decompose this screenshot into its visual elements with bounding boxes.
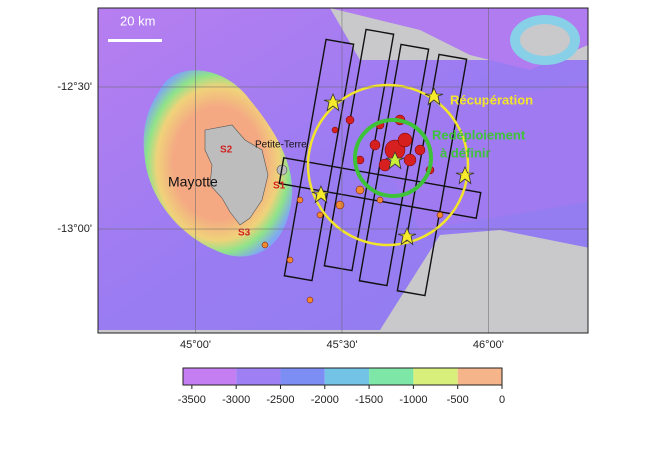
lat-tick-label: -13°00' xyxy=(57,223,92,235)
lat-tick-label: -12°30' xyxy=(57,81,92,93)
island-label: Petite-Terre xyxy=(255,140,307,151)
scale-bar-label: 20 km xyxy=(120,13,155,28)
site-label: S2 xyxy=(220,145,233,156)
lon-tick-label: 45°00' xyxy=(180,339,211,351)
earthquakes xyxy=(331,114,435,175)
map-area: 20 km Mayotte Petite-Terre S1 S2 S3 Récu… xyxy=(98,8,588,333)
redeploy-label: Redéploiement xyxy=(432,127,526,142)
graticule xyxy=(98,8,588,333)
colorbar-tick-label: -1000 xyxy=(399,394,427,406)
lon-tick-label: 45°30' xyxy=(326,339,357,351)
colorbar-segment xyxy=(324,368,370,385)
recovery-label: Récupération xyxy=(450,92,533,107)
colorbar-tick-label: -500 xyxy=(447,394,469,406)
colorbar-tick-label: -1500 xyxy=(355,394,383,406)
bank-top xyxy=(520,24,570,56)
colorbar-tick-label: -2500 xyxy=(266,394,294,406)
colorbar-segment xyxy=(369,368,414,385)
colorbar-tick-label: 0 xyxy=(499,394,505,406)
recovery-circle xyxy=(306,83,470,247)
stations xyxy=(311,86,475,246)
colorbar-tick-label: -3500 xyxy=(178,394,206,406)
site-label: S1 xyxy=(273,181,286,192)
earthquakes-older xyxy=(261,185,444,304)
map-frame xyxy=(97,7,589,334)
colorbar-segment xyxy=(413,368,458,385)
colorbar-tick-label: -2000 xyxy=(311,394,339,406)
colorbar-frame xyxy=(182,367,503,386)
scale-bar xyxy=(108,39,162,42)
colorbar-tick-label: -3000 xyxy=(222,394,250,406)
colorbar-segment xyxy=(236,368,281,385)
redeploy-circle xyxy=(353,118,433,198)
colorbar-segment xyxy=(183,368,237,385)
redeploy-label: à définir xyxy=(440,145,491,160)
island-label: Mayotte xyxy=(168,174,218,190)
mayotte-island xyxy=(204,124,269,226)
colorbar-segment xyxy=(457,368,502,385)
lon-tick-label: 46°00' xyxy=(473,339,504,351)
site-label: S3 xyxy=(238,228,251,239)
colorbar-segment xyxy=(280,368,325,385)
